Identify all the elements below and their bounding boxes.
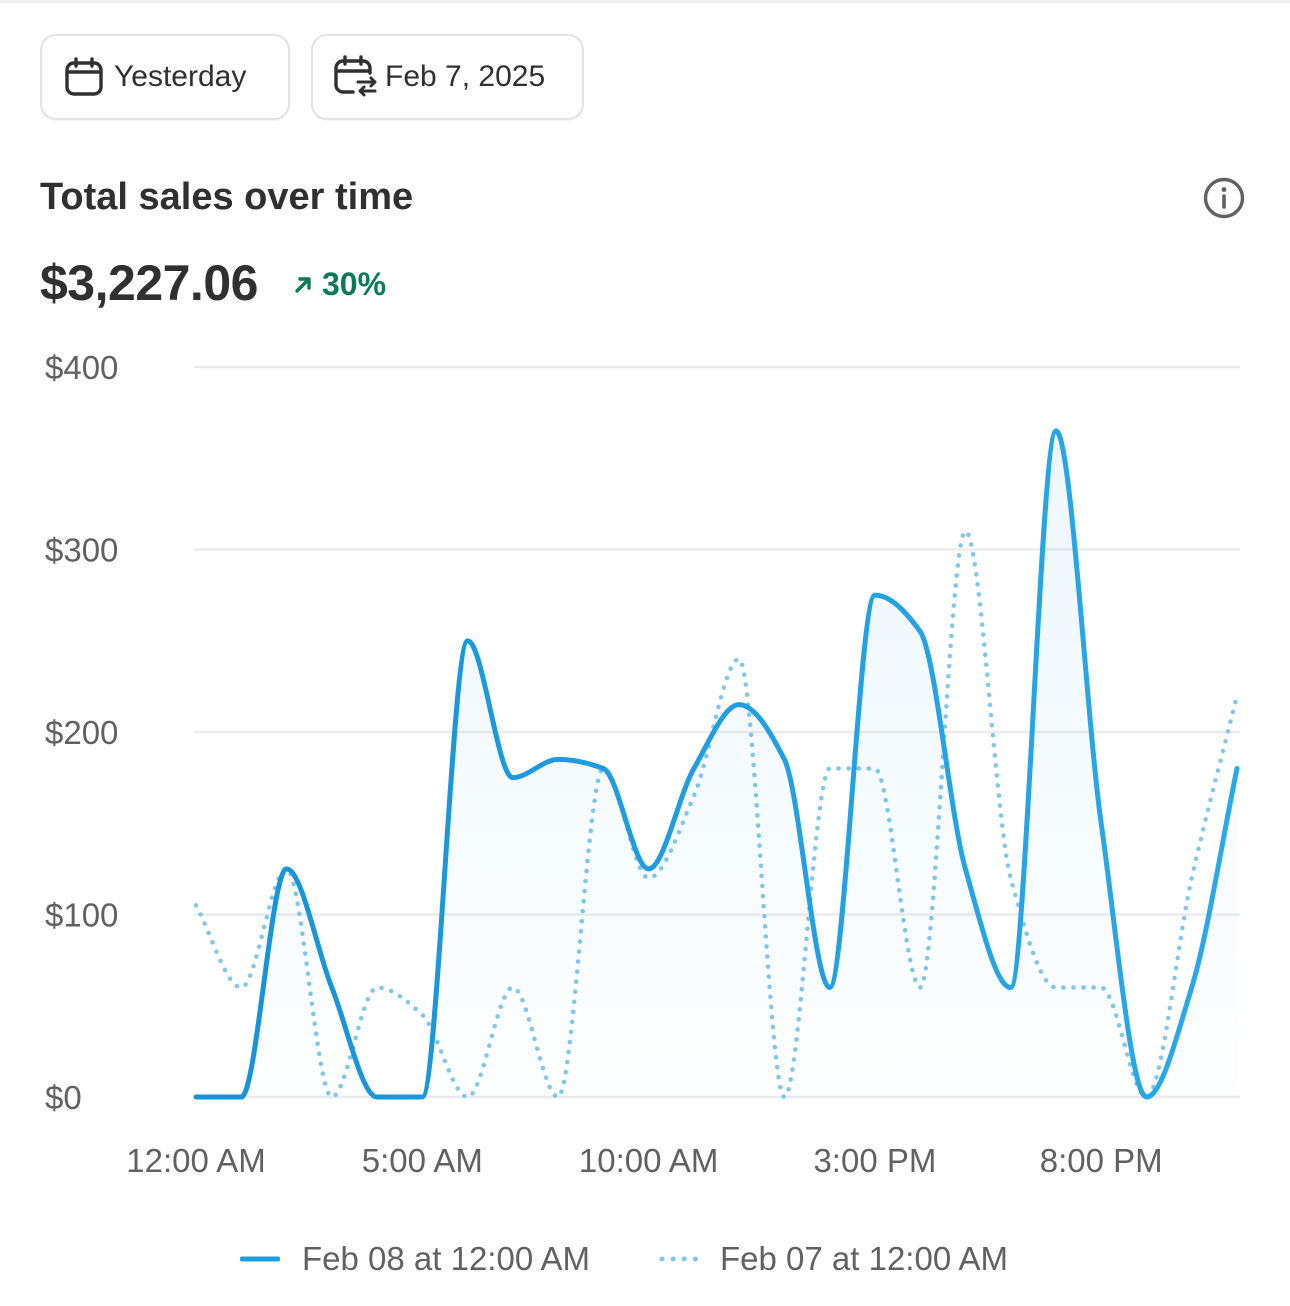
comparison-date-label: Feb 7, 2025 bbox=[385, 60, 546, 93]
y-tick-label: $0 bbox=[45, 1079, 82, 1116]
y-tick-label: $400 bbox=[45, 349, 118, 386]
arrow-up-right-icon bbox=[295, 276, 311, 293]
x-tick-label: 8:00 PM bbox=[1040, 1142, 1163, 1179]
calendar-icon bbox=[65, 57, 103, 96]
x-tick-label: 10:00 AM bbox=[579, 1142, 718, 1179]
info-icon[interactable] bbox=[1202, 176, 1246, 220]
y-tick-label: $100 bbox=[45, 897, 118, 934]
legend-label-previous: Feb 07 at 12:00 AM bbox=[720, 1240, 1009, 1277]
x-tick-label: 5:00 AM bbox=[362, 1142, 483, 1179]
x-tick-label: 12:00 AM bbox=[126, 1142, 265, 1179]
calendar-compare-icon bbox=[334, 55, 377, 97]
comparison-date-button[interactable]: Feb 7, 2025 bbox=[311, 34, 584, 120]
card-title: Total sales over time bbox=[40, 176, 414, 218]
legend-solid-swatch bbox=[240, 1256, 280, 1262]
total-sales-value: $3,227.06 bbox=[40, 255, 258, 311]
y-tick-label: $300 bbox=[45, 532, 118, 569]
date-range-label: Yesterday bbox=[114, 60, 247, 93]
series-lines bbox=[193, 428, 1240, 1100]
legend-label-current: Feb 08 at 12:00 AM bbox=[302, 1240, 591, 1277]
sales-change-badge: 30% bbox=[292, 266, 386, 303]
sales-line-chart: $0 $100 $200 $300 $400 12:00 AM 5:00 AM 10:00 … bbox=[45, 349, 1240, 1179]
x-axis-labels: 12:00 AM 5:00 AM 10:00 AM 3:00 PM 8:00 PM bbox=[126, 1142, 1162, 1179]
legend-item-current[interactable]: Feb 08 at 12:00 AM bbox=[240, 1240, 590, 1278]
legend-item-previous[interactable]: Feb 07 at 12:00 AM bbox=[658, 1240, 1008, 1278]
y-tick-label: $200 bbox=[45, 714, 118, 751]
date-range-button[interactable]: Yesterday bbox=[40, 34, 290, 120]
top-divider bbox=[0, 0, 1290, 3]
series-line-current bbox=[193, 428, 1240, 1100]
y-axis-labels: $0 $100 $200 $300 $400 bbox=[45, 349, 118, 1116]
series-area-current bbox=[196, 430, 1237, 1097]
legend-dotted-swatch bbox=[659, 1256, 698, 1262]
x-tick-label: 3:00 PM bbox=[813, 1142, 936, 1179]
sales-change-value: 30% bbox=[322, 266, 387, 302]
